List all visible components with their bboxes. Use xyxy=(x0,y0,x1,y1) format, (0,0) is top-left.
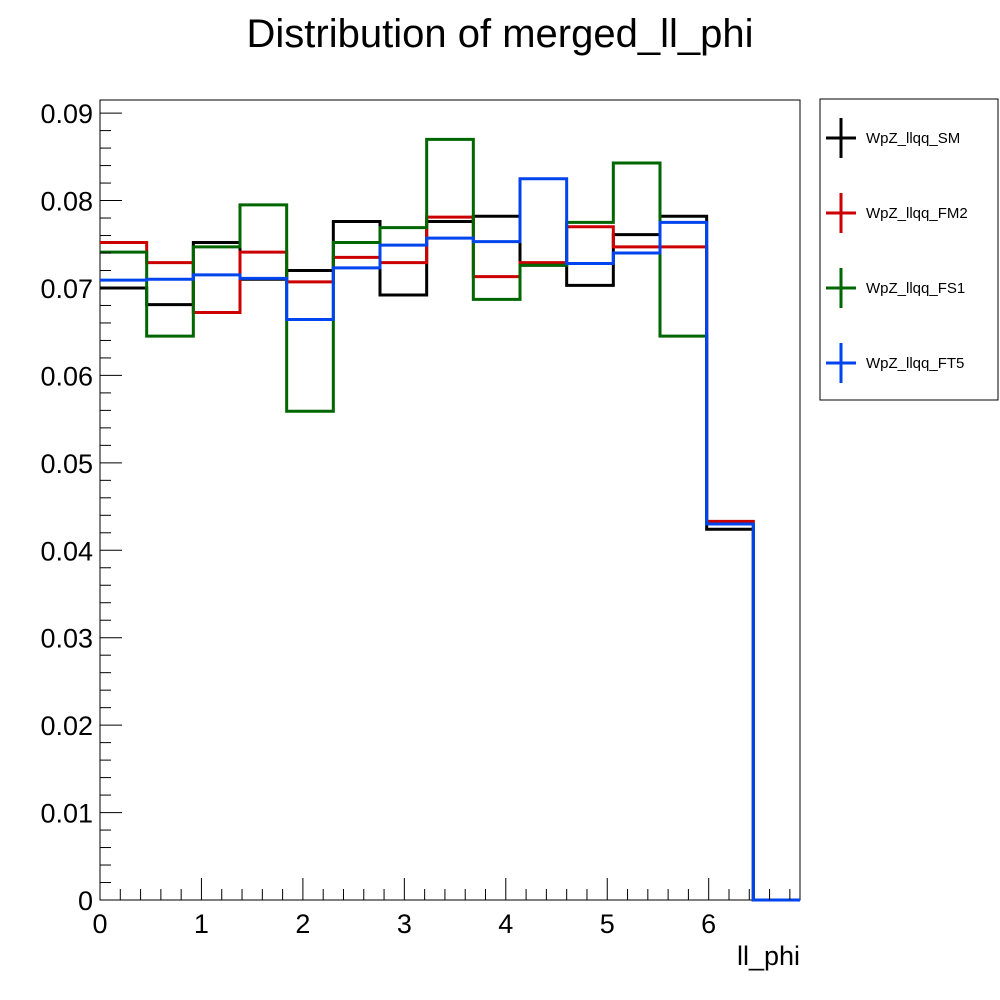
y-tick-label: 0.07 xyxy=(40,274,93,304)
series-line-1 xyxy=(100,215,800,902)
legend-item: WpZ_llqq_FM2 xyxy=(826,193,968,233)
legend-label: WpZ_llqq_FM2 xyxy=(866,205,968,222)
y-tick-label: 0.09 xyxy=(40,99,93,129)
x-tick-label: 3 xyxy=(397,909,412,939)
x-tick-label: 6 xyxy=(701,909,716,939)
y-tick-label: 0.05 xyxy=(40,449,93,479)
legend-label: WpZ_llqq_SM xyxy=(866,130,960,147)
legend-label: WpZ_llqq_FS1 xyxy=(866,280,965,297)
plot-frame xyxy=(99,99,801,901)
legend: WpZ_llqq_SM WpZ_llqq_FM2 WpZ_llqq_FS1 WpZ_l… xyxy=(819,98,999,401)
x-tick-label: 4 xyxy=(498,909,513,939)
legend-box xyxy=(819,98,999,401)
y-tick-label: 0.08 xyxy=(40,187,93,217)
legend-item: WpZ_llqq_FS1 xyxy=(826,268,965,308)
y-tick-label: 0 xyxy=(78,886,93,916)
x-tick-label: 5 xyxy=(600,909,615,939)
series-line-0 xyxy=(100,214,800,902)
series-line-2 xyxy=(100,137,800,902)
series-line-3 xyxy=(100,177,800,902)
chart-title: Distribution of merged_ll_phi xyxy=(247,12,754,56)
y-tick-label: 0.04 xyxy=(40,536,93,566)
legend-item: WpZ_llqq_SM xyxy=(826,118,960,158)
y-tick-label: 0.03 xyxy=(40,624,93,654)
x-axis-label: ll_phi xyxy=(737,941,800,971)
legend-item: WpZ_llqq_FT5 xyxy=(826,343,964,383)
x-tick-label: 1 xyxy=(194,909,209,939)
y-tick-label: 0.01 xyxy=(40,799,93,829)
y-tick-label: 0.02 xyxy=(40,711,93,741)
x-axis: 0 1 2 3 4 5 6 xyxy=(92,878,791,939)
legend-label: WpZ_llqq_FT5 xyxy=(866,355,964,372)
histogram-lines xyxy=(100,137,800,902)
x-tick-label: 2 xyxy=(295,909,310,939)
x-tick-label: 0 xyxy=(92,909,107,939)
y-tick-label: 0.06 xyxy=(40,361,93,391)
y-axis: 0 0.01 0.02 0.03 0.04 0.05 0.06 0.07 0.08 0.09 xyxy=(40,99,122,916)
